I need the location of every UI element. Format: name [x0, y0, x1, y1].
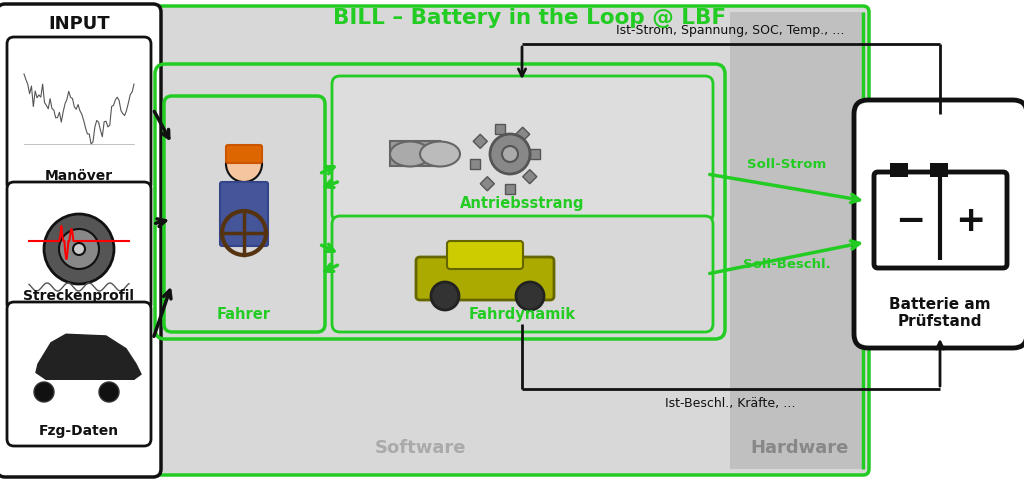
- Circle shape: [490, 134, 530, 174]
- Circle shape: [502, 146, 518, 162]
- Circle shape: [226, 146, 262, 182]
- Circle shape: [431, 282, 459, 310]
- Bar: [930, 163, 948, 177]
- Circle shape: [44, 214, 114, 284]
- Text: Batterie am
Prüfstand: Batterie am Prüfstand: [889, 297, 991, 329]
- Ellipse shape: [390, 141, 430, 167]
- Bar: [505, 184, 515, 194]
- Circle shape: [516, 282, 544, 310]
- Text: Soll-Strom: Soll-Strom: [748, 158, 826, 171]
- Text: Hardware: Hardware: [751, 439, 849, 457]
- Text: Antriebsstrang: Antriebsstrang: [460, 196, 585, 211]
- Text: INPUT: INPUT: [48, 15, 110, 33]
- FancyBboxPatch shape: [164, 96, 325, 332]
- Bar: [890, 163, 908, 177]
- Bar: [516, 127, 529, 141]
- FancyBboxPatch shape: [0, 4, 161, 477]
- Text: Software: Software: [374, 439, 466, 457]
- Bar: [530, 149, 540, 159]
- FancyBboxPatch shape: [151, 6, 869, 475]
- FancyBboxPatch shape: [226, 145, 262, 163]
- Bar: [730, 12, 863, 469]
- Circle shape: [34, 382, 54, 402]
- FancyBboxPatch shape: [220, 182, 268, 246]
- Bar: [390, 141, 440, 166]
- Circle shape: [99, 382, 119, 402]
- Text: Fahrdynamik: Fahrdynamik: [468, 307, 575, 322]
- Text: Ist-Strom, Spannung, SOC, Temp., …: Ist-Strom, Spannung, SOC, Temp., …: [615, 24, 845, 37]
- FancyBboxPatch shape: [874, 172, 1007, 268]
- Text: Manöver: Manöver: [45, 169, 113, 183]
- FancyBboxPatch shape: [854, 100, 1024, 348]
- Text: Fahrer: Fahrer: [217, 307, 271, 322]
- Circle shape: [73, 243, 85, 255]
- FancyBboxPatch shape: [7, 182, 151, 311]
- Circle shape: [59, 229, 99, 269]
- Text: −: −: [895, 204, 925, 238]
- Text: BILL – Battery in the Loop @ LBF: BILL – Battery in the Loop @ LBF: [334, 8, 727, 28]
- FancyBboxPatch shape: [447, 241, 523, 269]
- FancyBboxPatch shape: [332, 76, 713, 222]
- Bar: [473, 134, 487, 148]
- FancyBboxPatch shape: [416, 257, 554, 300]
- Text: Soll-Beschl.: Soll-Beschl.: [743, 258, 830, 271]
- Bar: [480, 177, 495, 191]
- FancyBboxPatch shape: [7, 302, 151, 446]
- Text: Ist-Beschl., Kräfte, …: Ist-Beschl., Kräfte, …: [665, 397, 796, 410]
- Bar: [495, 124, 505, 134]
- Text: +: +: [954, 204, 985, 238]
- Text: Fzg-Daten: Fzg-Daten: [39, 424, 119, 438]
- Polygon shape: [36, 334, 141, 379]
- FancyBboxPatch shape: [7, 37, 151, 191]
- Bar: [470, 159, 480, 169]
- Ellipse shape: [420, 141, 460, 167]
- Bar: [522, 170, 537, 184]
- FancyBboxPatch shape: [332, 216, 713, 332]
- Text: Streckenprofil: Streckenprofil: [24, 289, 134, 303]
